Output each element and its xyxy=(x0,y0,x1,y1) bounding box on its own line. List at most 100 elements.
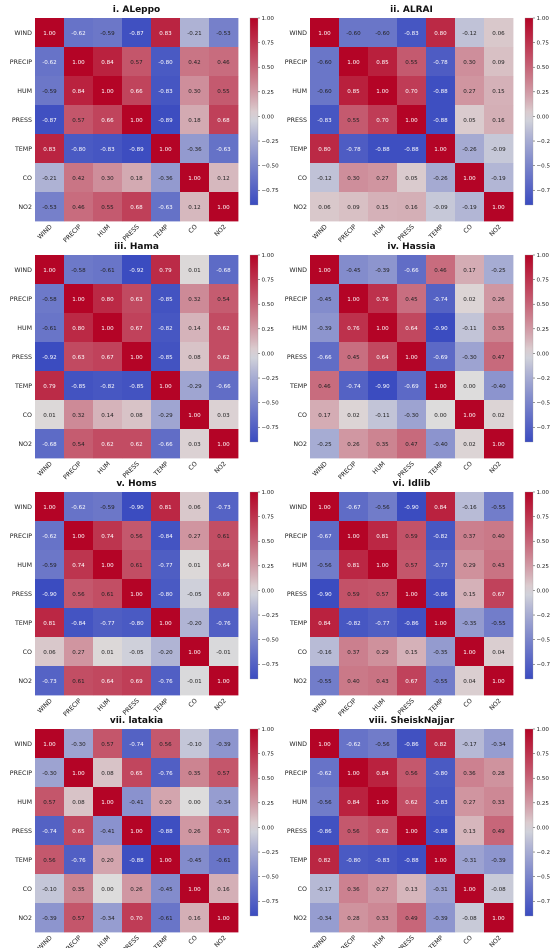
x-tick-label: HUM xyxy=(97,223,112,238)
heatmap-cell xyxy=(484,105,514,135)
heatmap-cell xyxy=(455,521,485,551)
cell-value-label: 0.40 xyxy=(492,534,505,540)
cell-value-label: -0.83 xyxy=(100,147,115,153)
y-tick-label: PRECIP xyxy=(285,296,307,303)
heatmap-cell xyxy=(368,284,398,314)
heatmap-cell xyxy=(397,521,427,551)
heatmap-panel-1: i. ALeppo 1.00 -0.62 -0.59 -0.87 0.83 -0.21 -0.… xyxy=(10,5,279,244)
cell-value-label: 0.61 xyxy=(217,534,230,540)
cell-value-label: 1.00 xyxy=(43,31,56,37)
cell-value-label: 0.16 xyxy=(492,118,505,124)
cell-value-label: -0.90 xyxy=(42,592,57,598)
heatmap-cell xyxy=(209,666,239,696)
heatmap-cell xyxy=(122,255,152,285)
heatmap-cell xyxy=(339,313,369,343)
heatmap-panel-3: iii. Hama 1.00 -0.58 -0.61 -0.92 0.79 0.01 -0.6… xyxy=(10,242,279,481)
colorbar xyxy=(249,728,259,917)
heatmap-cell xyxy=(180,729,210,759)
heatmap-cell xyxy=(455,255,485,285)
cell-value-label: 0.69 xyxy=(217,592,230,598)
cell-value-label: 1.00 xyxy=(376,800,389,806)
cell-value-label: 0.84 xyxy=(434,505,447,511)
cell-value-label: 1.00 xyxy=(463,887,476,893)
cell-value-label: 0.30 xyxy=(463,60,476,66)
x-tick-label: CO xyxy=(462,460,474,472)
heatmap-panel-6: vi. Idlib 1.00 -0.67 -0.56 -0.90 0.84 -0.16 -0.… xyxy=(285,479,550,718)
colorbar-tick-label: 0.75 xyxy=(537,515,550,521)
cell-value-label: -0.11 xyxy=(462,326,477,332)
heatmap-cell xyxy=(180,521,210,551)
heatmap-cell xyxy=(209,521,239,551)
cell-value-label: -0.39 xyxy=(317,326,332,332)
heatmap-cell xyxy=(151,874,181,904)
cell-value-label: 0.74 xyxy=(101,534,114,540)
cell-value-label: 0.43 xyxy=(376,679,389,685)
heatmap-cell xyxy=(180,608,210,638)
cell-value-label: -0.69 xyxy=(433,355,448,361)
heatmap-cell xyxy=(180,758,210,788)
cell-value-label: 0.81 xyxy=(376,534,389,540)
cell-value-label: -0.90 xyxy=(375,384,390,390)
heatmap-cell xyxy=(64,76,94,106)
cell-value-label: 0.18 xyxy=(188,118,201,124)
cell-value-label: -0.84 xyxy=(71,621,86,627)
colorbar-tick-label: 0.75 xyxy=(537,752,550,758)
cell-value-label: -0.35 xyxy=(462,621,477,627)
heatmap-cell xyxy=(426,342,456,372)
cell-value-label: -0.61 xyxy=(216,858,231,864)
cell-value-label: 0.64 xyxy=(217,563,230,569)
cell-value-label: 0.40 xyxy=(347,679,360,685)
heatmap-cell xyxy=(64,400,94,430)
cell-value-label: 1.00 xyxy=(217,205,230,211)
heatmap-cell xyxy=(35,429,65,459)
cell-value-label: 0.62 xyxy=(376,829,388,835)
heatmap-cell xyxy=(310,371,340,401)
x-tick-label: TEMP xyxy=(152,460,170,478)
cell-value-label: -0.08 xyxy=(462,916,477,922)
colorbar-tick-label: −0.50 xyxy=(262,638,280,644)
cell-value-label: 0.26 xyxy=(130,887,143,893)
heatmap-cell xyxy=(122,579,152,609)
colorbar-tick-label: −0.50 xyxy=(537,875,550,881)
colorbar-tick-label: −0.50 xyxy=(537,164,550,170)
heatmap-cell xyxy=(455,105,485,135)
cell-value-label: 0.46 xyxy=(217,60,230,66)
heatmap-cell xyxy=(339,845,369,875)
heatmap-cell xyxy=(35,284,65,314)
heatmap-cell xyxy=(397,47,427,77)
colorbar xyxy=(249,254,259,443)
cell-value-label: 0.14 xyxy=(101,413,114,419)
heatmap-cell xyxy=(64,255,94,285)
heatmap-cell xyxy=(484,874,514,904)
cell-value-label: 0.85 xyxy=(347,89,360,95)
cell-value-label: 0.84 xyxy=(376,771,389,777)
cell-value-label: -0.86 xyxy=(404,621,419,627)
cell-value-label: -0.66 xyxy=(317,355,332,361)
panel-title: iv. Hassia xyxy=(387,242,435,252)
heatmap-cell xyxy=(426,492,456,522)
heatmap-cell xyxy=(484,903,514,933)
cell-value-label: 0.14 xyxy=(188,326,201,332)
heatmap-cell xyxy=(209,787,239,817)
heatmap-cell xyxy=(122,429,152,459)
cell-value-label: -0.77 xyxy=(158,563,173,569)
x-tick-label: PRESS xyxy=(122,697,141,716)
heatmap-cell xyxy=(368,163,398,193)
cell-value-label: 1.00 xyxy=(159,858,172,864)
cell-value-label: 0.27 xyxy=(376,176,389,182)
cell-value-label: 0.82 xyxy=(318,858,330,864)
heatmap-cell xyxy=(93,521,123,551)
cell-value-label: -0.26 xyxy=(462,147,477,153)
heatmap-cell xyxy=(397,666,427,696)
heatmap-cell xyxy=(93,787,123,817)
cell-value-label: -0.17 xyxy=(462,742,477,748)
heatmap-cell xyxy=(180,255,210,285)
cell-value-label: 1.00 xyxy=(43,268,56,274)
colorbar-tick-label: 0.75 xyxy=(262,41,275,47)
heatmap-cell xyxy=(455,845,485,875)
cell-value-label: 0.57 xyxy=(217,771,230,777)
cell-value-label: 1.00 xyxy=(347,297,360,303)
heatmap-cell xyxy=(93,255,123,285)
heatmap-cell xyxy=(209,342,239,372)
heatmap-cell xyxy=(310,192,340,222)
